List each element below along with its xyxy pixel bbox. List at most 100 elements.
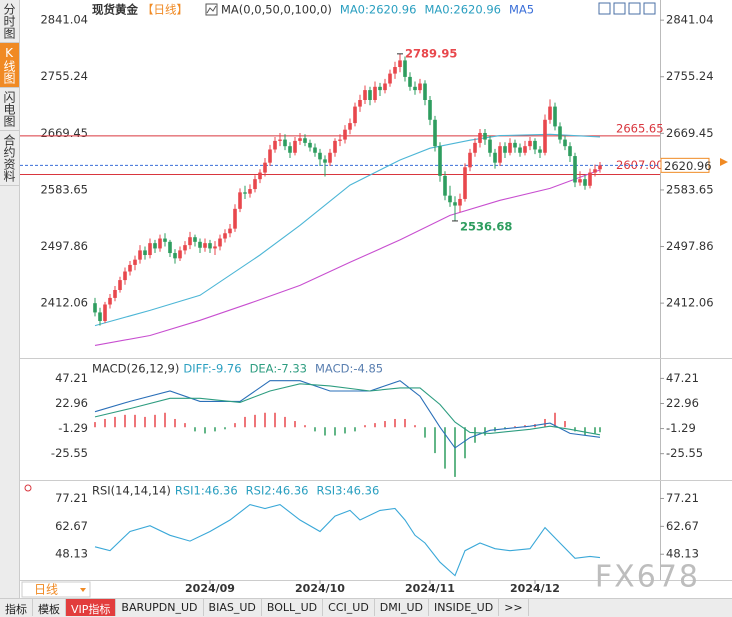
watermark: FX678: [595, 560, 700, 595]
indicator-tab[interactable]: CCI_UD: [323, 599, 375, 616]
indicator-label: DIFF:-9.76: [183, 362, 241, 376]
candle-body: [338, 139, 342, 141]
candle-body: [238, 192, 242, 209]
price-tag: [660, 157, 710, 173]
candle-body: [513, 142, 517, 148]
candle-body: [328, 152, 332, 163]
candle-body: [523, 146, 527, 153]
candle-body: [418, 83, 422, 91]
indicator-tab[interactable]: VIP指标: [66, 599, 117, 616]
candle-body: [103, 304, 107, 321]
sidebar-tab[interactable]: K线图: [0, 43, 19, 88]
candle-body: [558, 126, 562, 140]
annotation: 2536.68: [460, 219, 512, 233]
icon-button[interactable]: [628, 2, 641, 15]
sidebar-tab[interactable]: 闪电图: [0, 88, 19, 131]
candle-body: [288, 146, 292, 153]
candle-body: [108, 297, 112, 305]
candle-body: [323, 159, 327, 163]
indicator-tabs: 指标 模板 VIP指标 BARUPDN_UD BIAS_UD BOLL_UD CCI_UD D…: [0, 598, 732, 617]
label-bg: [615, 158, 665, 173]
panel-title: 现货黄金: [92, 3, 138, 17]
indicator-label: MA0:2620.96: [340, 3, 417, 17]
candle-body: [543, 119, 547, 153]
toolbar-icons: [598, 2, 656, 15]
candle-body: [298, 138, 302, 141]
candle-body: [453, 202, 457, 206]
candle-body: [443, 175, 447, 196]
indicator-tab[interactable]: DMI_UD: [375, 599, 430, 616]
candle-body: [433, 119, 437, 147]
candle-body: [138, 250, 142, 260]
period-box[interactable]: [21, 581, 91, 598]
reference-label: 2607.00: [616, 158, 664, 172]
y-tick-label: 2755.24: [40, 69, 88, 83]
candle-body: [373, 86, 377, 100]
candle-body: [218, 238, 222, 247]
y-tick-label: -25.55: [666, 446, 703, 460]
candle-body: [313, 147, 317, 153]
indicator-tab[interactable]: INSIDE_UD: [429, 599, 500, 616]
candle-body: [488, 139, 492, 153]
candle-body: [343, 129, 347, 140]
indicator-label: DEA:-7.33: [250, 362, 307, 376]
icon-button[interactable]: [613, 2, 626, 15]
annotation: 2789.95: [405, 46, 457, 60]
settings-icon[interactable]: [24, 484, 32, 492]
candle-body: [518, 147, 522, 153]
x-tick-label: 2024/09: [185, 582, 235, 595]
y-tick-label: 2669.45: [666, 126, 714, 140]
sidebar: 分时图 K线图 闪电图 合约资料: [0, 0, 20, 598]
panel: 47.21 47.21 22.96 22.96 -1.29 -1.29 -25.55 -25.…: [51, 362, 703, 477]
candle-body: [198, 241, 202, 248]
candle-body: [248, 189, 252, 194]
candle-body: [213, 246, 217, 249]
candle-body: [203, 243, 207, 248]
x-tick-label: 2024/11: [405, 582, 455, 595]
sidebar-tab[interactable]: 分时图: [0, 0, 19, 43]
indicator-tab[interactable]: 模板: [33, 599, 66, 616]
sidebar-tab[interactable]: 合约资料: [0, 131, 19, 186]
indicator-line: [94, 169, 601, 346]
icon-button[interactable]: [643, 2, 656, 15]
candle-body: [358, 99, 362, 107]
candle-body: [263, 162, 267, 173]
candle-body: [563, 139, 567, 147]
indicator-tab[interactable]: BIAS_UD: [204, 599, 262, 616]
y-tick-label: 77.21: [55, 491, 88, 505]
indicator-tab[interactable]: 指标: [0, 599, 33, 616]
candle-body: [148, 243, 152, 256]
y-tick-label: 2755.24: [666, 69, 714, 83]
panel: 2841.04 2841.04 2755.24 2755.24 2669.45 2669.…: [20, 3, 714, 346]
ma-icon-glyph: [206, 5, 217, 14]
candle-body: [553, 106, 557, 127]
candle-body: [208, 243, 212, 249]
candle-body: [503, 146, 507, 153]
candle-body: [483, 132, 487, 140]
icon-button[interactable]: [598, 2, 611, 15]
candle-body: [98, 312, 102, 321]
candle-body: [158, 238, 162, 249]
candle-body: [538, 149, 542, 153]
dropdown-arrow: [80, 588, 86, 592]
indicator-tab[interactable]: BARUPDN_UD: [116, 599, 204, 616]
candle-body: [178, 250, 182, 259]
period-selector[interactable]: 日线: [34, 583, 58, 597]
period-label: 【日线】: [142, 3, 188, 17]
candle-body: [493, 152, 497, 163]
candle-body: [548, 106, 552, 120]
candle-body: [448, 195, 452, 203]
candle-body: [133, 259, 137, 265]
x-tick-label: 2024/12: [510, 582, 560, 595]
candle-body: [388, 73, 392, 84]
x-tick-label: 2024/10: [295, 582, 345, 595]
candle-body: [478, 132, 482, 143]
indicator-line: [94, 503, 601, 577]
y-tick-label: 22.96: [666, 396, 699, 410]
indicator-label: RSI1:46.36: [175, 484, 238, 498]
indicator-tab[interactable]: BOLL_UD: [262, 599, 324, 616]
candle-body: [163, 238, 167, 242]
indicator-tab[interactable]: >>: [499, 599, 529, 616]
ma-icon[interactable]: [205, 3, 218, 16]
candle-body: [498, 146, 502, 163]
